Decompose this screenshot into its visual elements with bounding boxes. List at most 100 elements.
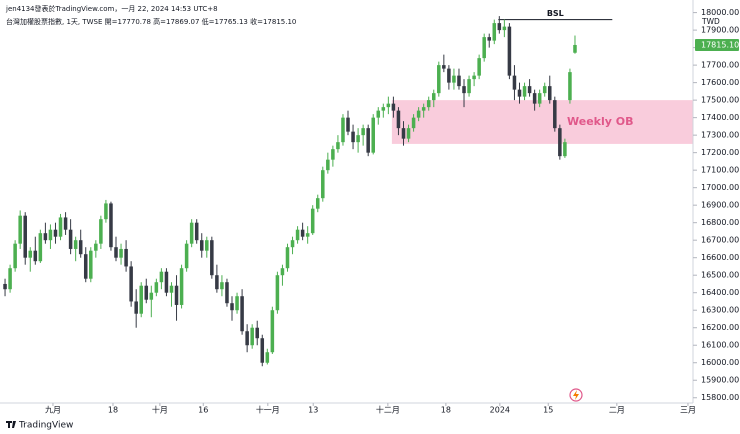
candle-body [366,128,370,153]
x-tick-label: 16 [198,406,208,415]
candle-body [573,44,577,53]
candle-body [199,240,204,251]
candle-body [522,86,527,97]
candle-body [270,310,275,353]
y-tick-label: 16400.00 [701,288,739,297]
x-tick-label: 2024 [490,406,510,415]
candle-body [139,285,143,314]
candle-body [300,229,305,237]
x-tick-label: 九月 [45,406,61,415]
candle-body [275,275,280,311]
y-tick-label: 16800.00 [701,218,739,227]
candle-body [179,268,184,305]
candle-body [431,93,436,101]
candle-body [235,296,239,311]
candle-body [290,240,295,248]
candle-body [169,285,174,293]
y-tick-label: 17100.00 [701,166,739,175]
candle-body [527,86,532,94]
brand-logo [6,421,16,428]
y-tick-label: 17600.00 [701,78,739,87]
event-icon-bolt [573,390,579,400]
bsl-label: BSL [547,9,564,18]
y-tick-label: 17700.00 [701,61,739,70]
candle-body [351,131,355,143]
candle-body [124,248,128,267]
candle-body [119,248,123,258]
candle-body [558,128,562,157]
candle-body [63,217,68,230]
y-tick-label: 16000.00 [701,358,739,367]
x-tick-label: 十一月 [256,405,280,415]
candle-body [280,268,285,276]
candle-body [184,243,189,269]
y-tick-label: 17000.00 [701,183,739,192]
candle-body [563,142,567,157]
x-tick-label: 18 [441,406,451,415]
candle-body [99,219,103,244]
y-tick-label: 15900.00 [701,376,739,385]
candle-body [421,107,426,111]
candle-body [94,243,98,251]
candle-body [361,128,365,136]
candle-body [33,250,38,262]
candle-body [447,68,451,83]
candle-body [159,271,164,283]
candle-body [194,222,199,241]
candle-body [149,292,154,300]
x-tick-label: 13 [308,406,318,415]
candle-body [542,86,547,94]
candle-body [497,23,502,31]
candle-body [3,283,7,290]
x-tick-label: 三月 [680,406,696,415]
candle-body [109,203,113,248]
symbol-line: 台灣加權股票指數, 1天, TWSE 開=17770.78 高=17869.07… [6,17,296,26]
candle-body [265,352,270,363]
author-line: jen4134發表於TradingView.com，一月 22, 2024 14… [5,4,218,13]
candle-body [43,233,48,241]
brand: TradingView [18,421,73,431]
candle-body [462,86,466,94]
candle-body [321,170,325,199]
candle-body [28,250,33,258]
candle-body [346,117,350,132]
candle-body [426,100,431,108]
candle-body [376,110,381,118]
candle-body [8,268,12,290]
candle-body [210,240,214,276]
last-price-label: 17815.10 [701,40,739,49]
candle-body [205,240,209,251]
candle-body [401,128,406,139]
y-tick-label: 17400.00 [701,113,739,122]
x-tick-label: 二月 [609,406,625,415]
y-tick-label: 17200.00 [701,148,739,157]
y-tick-label: 16500.00 [701,271,739,280]
candle-body [391,103,396,111]
candle-body [245,331,249,346]
x-tick-label: 15 [543,406,553,415]
candle-body [250,327,254,346]
candle-body [164,271,169,293]
candle-body [295,229,300,241]
event-icon[interactable] [569,388,583,402]
candle-body [452,75,456,83]
candle-body [381,107,386,111]
candle-body [568,72,572,101]
candle-body [442,65,446,69]
candle-body [386,103,391,108]
y-tick-label: 16900.00 [701,201,739,210]
candle-body [477,58,481,76]
candle-body [532,93,537,104]
candle-body [326,159,330,171]
candle-body [48,229,53,241]
candle-body [482,37,486,59]
y-tick-label: 16700.00 [701,236,739,245]
candle-body [114,247,118,258]
candle-body [255,327,259,339]
candle-body [341,117,345,143]
candle-body [104,203,108,220]
candle-body [310,208,315,234]
weekly-ob-zone [391,100,693,144]
candle-body [331,149,335,160]
candle-body [174,285,179,305]
